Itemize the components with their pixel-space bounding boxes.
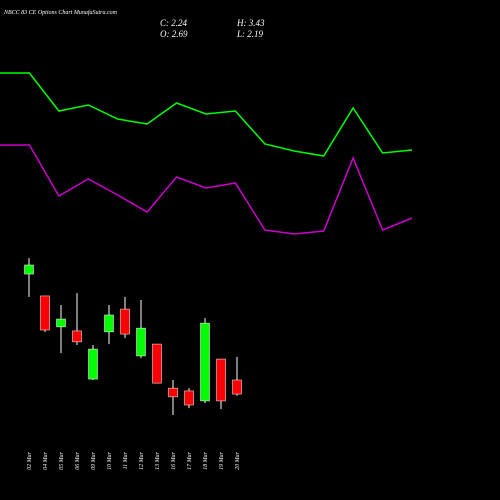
- candle-body: [88, 348, 98, 380]
- candle-body: [168, 387, 178, 398]
- x-tick-label: 17 Mar: [187, 451, 193, 469]
- candle-body: [136, 327, 146, 357]
- candle-body: [104, 314, 114, 333]
- x-tick-label: 09 Mar: [91, 451, 97, 469]
- stat-close: C: 2.24: [160, 18, 188, 28]
- x-tick-label: 12 Mar: [139, 451, 145, 469]
- x-tick-label: 18 Mar: [203, 451, 209, 469]
- candle-body: [152, 343, 162, 384]
- x-tick-label: 20 Mar: [235, 451, 241, 469]
- candle-body: [184, 390, 194, 406]
- candle-body: [72, 330, 82, 343]
- x-tick-label: 02 Mar: [27, 451, 33, 469]
- indicator-line: [0, 72, 413, 157]
- x-tick-label: 11 Mar: [123, 451, 129, 469]
- x-tick-label: 04 Mar: [42, 451, 49, 469]
- x-tick-label: 06 Mar: [75, 451, 81, 469]
- candle-body: [56, 318, 66, 328]
- stat-open: O: 2.69: [160, 29, 188, 39]
- candle-body: [200, 322, 210, 402]
- chart-title: NBCC 83 CE Options Chart MunafaSutra.com: [3, 9, 118, 16]
- x-tick-label: 19 Mar: [219, 451, 225, 469]
- candle-body: [216, 358, 226, 402]
- x-tick-label: 13 Mar: [155, 451, 161, 469]
- candle-body: [120, 308, 130, 335]
- candle-body: [40, 295, 50, 331]
- stat-low: L: 2.19: [236, 29, 264, 39]
- x-tick-label: 05 Mar: [59, 451, 65, 469]
- candle-body: [24, 264, 34, 275]
- stat-high: H: 3.43: [236, 18, 265, 28]
- candle-body: [232, 379, 242, 395]
- x-tick-label: 16 Mar: [171, 451, 177, 469]
- indicator-line: [0, 144, 413, 235]
- x-tick-label: 10 Mar: [107, 451, 113, 469]
